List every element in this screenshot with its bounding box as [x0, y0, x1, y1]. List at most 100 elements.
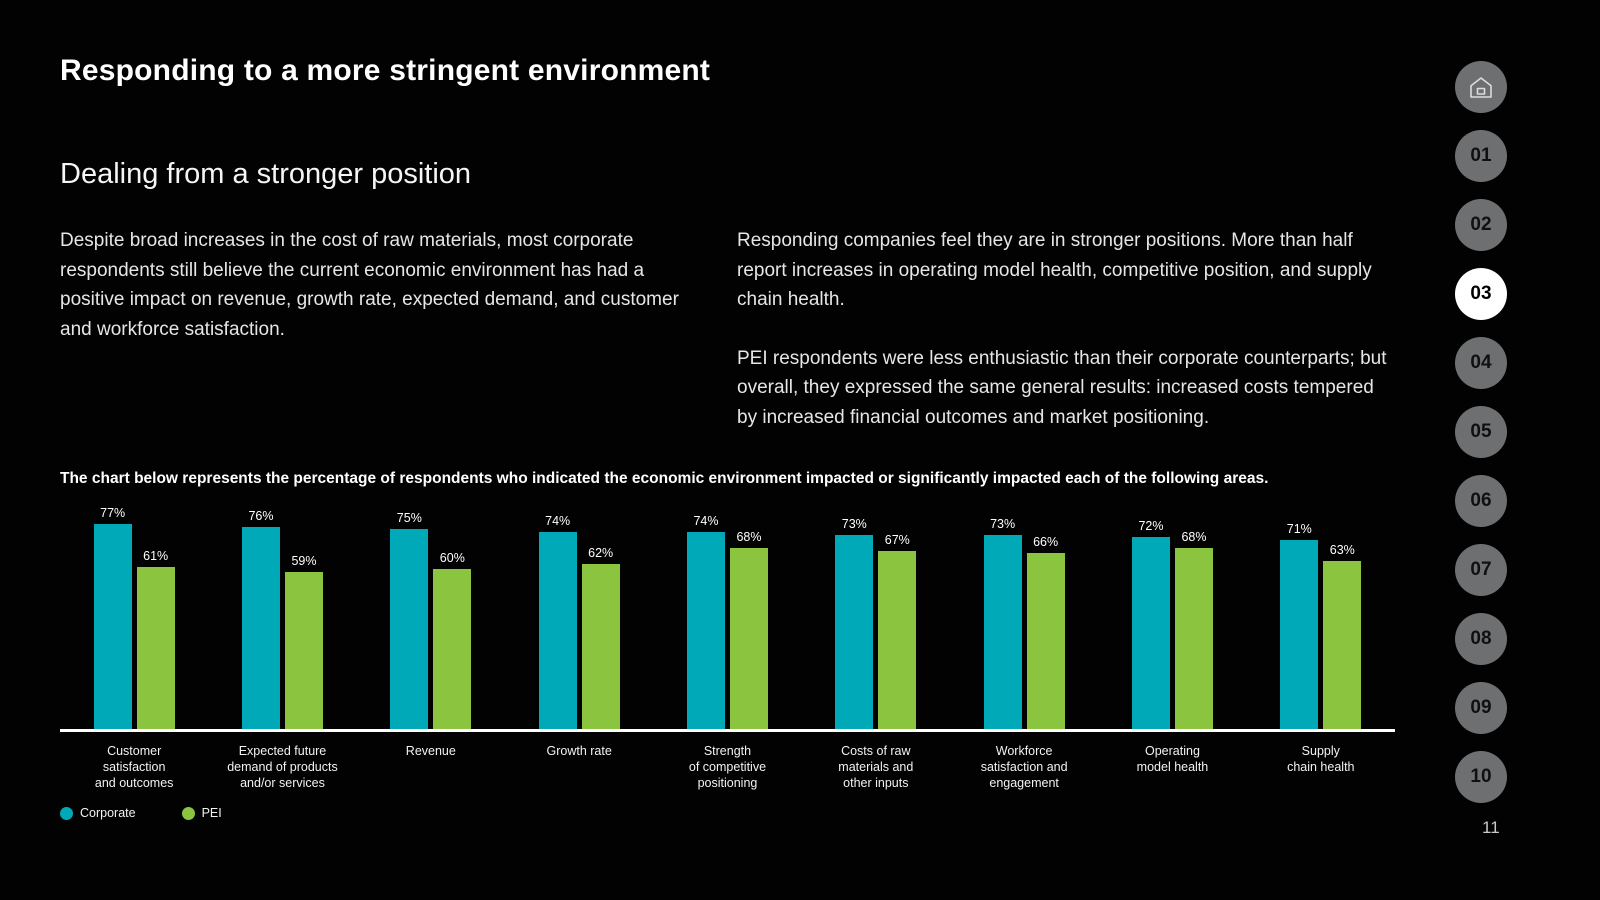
- bar-corporate: [835, 535, 874, 729]
- nav-rail: 01 02 03 04 05 06 07 08 09 10: [1455, 61, 1507, 803]
- bar-value-label: 61%: [143, 549, 169, 563]
- bar-pei: [1323, 561, 1362, 729]
- bar-cell: 75%: [390, 511, 429, 729]
- nav-item-09[interactable]: 09: [1455, 682, 1507, 734]
- bar-value-label: 77%: [100, 506, 126, 520]
- bar-value-label: 75%: [396, 511, 422, 525]
- left-paragraph: Despite broad increases in the cost of r…: [60, 230, 679, 340]
- bar-cell: 62%: [581, 546, 620, 729]
- category-label: Growth rate: [546, 744, 612, 758]
- x-axis-line: [60, 729, 1395, 732]
- bar-pair: 74% 68%: [686, 500, 768, 729]
- nav-home-button[interactable]: [1455, 61, 1507, 113]
- bar-pei: [136, 567, 175, 729]
- bar-corporate: [1131, 537, 1170, 729]
- bar-cell: 67%: [878, 533, 917, 729]
- nav-item-01[interactable]: 01: [1455, 130, 1507, 182]
- right-text-column: Responding companies feel they are in st…: [737, 226, 1395, 432]
- legend-label-pei: PEI: [201, 806, 222, 820]
- bar-cell: 72%: [1131, 519, 1170, 729]
- legend-item-pei: PEI: [181, 806, 222, 820]
- bar-value-label: 73%: [841, 517, 867, 531]
- category-label: Costs of raw materials and other inputs: [838, 744, 914, 790]
- bar-value-label: 62%: [588, 546, 614, 560]
- bar-corporate: [538, 532, 577, 729]
- corporate-legend-dot-icon: [60, 806, 73, 820]
- chart-group: 74% 68% Strength of competitive positionin…: [653, 500, 801, 791]
- chart-caption: The chart below represents the percentag…: [60, 470, 1269, 487]
- category-label: Operating model health: [1136, 744, 1209, 774]
- bar-value-label: 73%: [990, 517, 1016, 531]
- bar-value-label: 59%: [291, 554, 317, 568]
- bar-value-label: 76%: [248, 509, 274, 523]
- bar-pei: [729, 548, 768, 729]
- chart-group: 72% 68% Operating model health: [1098, 500, 1246, 791]
- bar-value-label: 60%: [439, 551, 465, 565]
- bar-pei: [1026, 553, 1065, 729]
- bar-cell: 59%: [284, 554, 323, 729]
- chart-group: 77% 61% Customer satisfaction and outcomes: [60, 500, 208, 791]
- bar-value-label: 74%: [545, 514, 571, 528]
- bar-corporate: [686, 532, 725, 729]
- right-paragraph-2: PEI respondents were less enthusiastic t…: [737, 347, 1387, 428]
- bar-value-label: 68%: [736, 530, 762, 544]
- bar-pei: [284, 572, 323, 729]
- bar-pei: [433, 569, 472, 729]
- category-label: Revenue: [405, 744, 456, 758]
- home-icon: [1468, 75, 1494, 100]
- nav-item-03[interactable]: 03: [1455, 268, 1507, 320]
- bar-cell: 60%: [433, 551, 472, 729]
- category-label: Strength of competitive positioning: [688, 744, 767, 790]
- chart-groups: 77% 61% Customer satisfaction and outcomes…: [60, 500, 1395, 791]
- nav-item-05[interactable]: 05: [1455, 406, 1507, 458]
- section-subtitle: Dealing from a stronger position: [60, 158, 472, 190]
- bar-value-label: 68%: [1181, 530, 1207, 544]
- left-text-column: Despite broad increases in the cost of r…: [60, 226, 710, 344]
- bar-pei: [581, 564, 620, 729]
- bar-pair: 73% 67%: [835, 500, 917, 729]
- bar-corporate: [390, 529, 429, 729]
- bar-pair: 71% 63%: [1280, 500, 1362, 729]
- nav-item-07[interactable]: 07: [1455, 544, 1507, 596]
- bar-cell: 61%: [136, 549, 175, 729]
- bar-corporate: [983, 535, 1022, 729]
- nav-item-04[interactable]: 04: [1455, 337, 1507, 389]
- bar-value-label: 66%: [1033, 535, 1059, 549]
- chart-group: 76% 59% Expected future demand of products…: [208, 500, 356, 791]
- bar-pair: 76% 59%: [241, 500, 323, 729]
- bar-pair: 74% 62%: [538, 500, 620, 729]
- bar-pair: 77% 61%: [93, 500, 175, 729]
- bar-cell: 74%: [538, 514, 577, 729]
- bar-value-label: 67%: [884, 533, 910, 547]
- bar-cell: 63%: [1323, 543, 1362, 729]
- bar-cell: 77%: [93, 506, 132, 729]
- nav-item-02[interactable]: 02: [1455, 199, 1507, 251]
- bar-cell: 68%: [1174, 530, 1213, 729]
- bar-cell: 68%: [729, 530, 768, 729]
- bar-chart: 77% 61% Customer satisfaction and outcomes…: [60, 500, 1395, 791]
- bar-cell: 71%: [1280, 522, 1319, 729]
- bar-value-label: 63%: [1329, 543, 1355, 557]
- nav-item-08[interactable]: 08: [1455, 613, 1507, 665]
- page-number: 11: [1482, 818, 1500, 837]
- bar-cell: 73%: [983, 517, 1022, 729]
- page-title: Responding to a more stringent environme…: [60, 54, 711, 87]
- category-label: Supply chain health: [1287, 744, 1355, 774]
- nav-item-06[interactable]: 06: [1455, 475, 1507, 527]
- chart-group: 75% 60% Revenue: [357, 500, 505, 791]
- bar-pei: [878, 551, 917, 729]
- category-label: Expected future demand of products and/o…: [227, 744, 338, 790]
- category-label: Workforce satisfaction and engagement: [980, 744, 1068, 790]
- nav-item-10[interactable]: 10: [1455, 751, 1507, 803]
- bar-value-label: 71%: [1286, 522, 1312, 536]
- bar-value-label: 74%: [693, 514, 719, 528]
- chart-group: 73% 67% Costs of raw materials and other i…: [802, 500, 950, 791]
- bar-cell: 66%: [1026, 535, 1065, 729]
- legend-label-corporate: Corporate: [80, 806, 136, 820]
- legend-item-corporate: Corporate: [60, 806, 136, 820]
- bar-corporate: [93, 524, 132, 729]
- bar-corporate: [1280, 540, 1319, 729]
- bar-corporate: [241, 527, 280, 729]
- bar-cell: 76%: [241, 509, 280, 729]
- right-paragraph-1: Responding companies feel they are in st…: [737, 230, 1372, 310]
